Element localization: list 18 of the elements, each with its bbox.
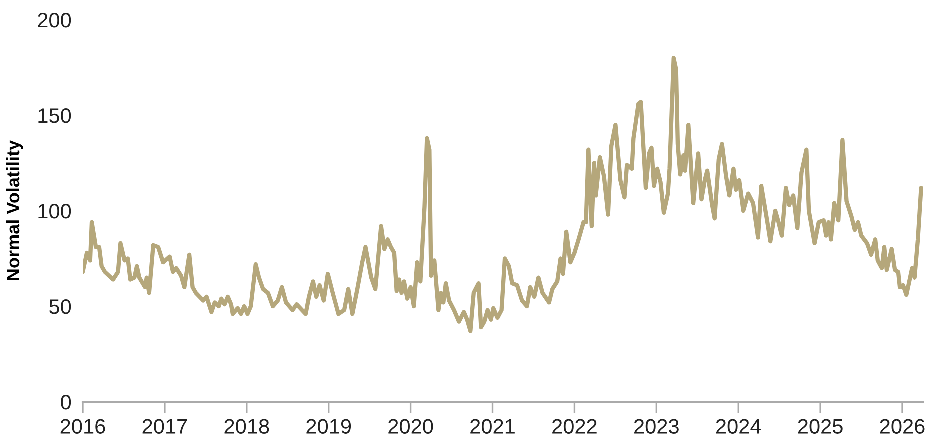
x-tick-label: 2023 [634,419,679,434]
y-tick-label: 100 [38,204,72,219]
x-tick-label: 2017 [142,419,188,434]
x-tick-label: 2026 [880,419,925,434]
line-series [83,56,923,334]
y-tick-label: 200 [38,13,72,28]
x-tick-label: 2024 [716,419,762,434]
x-tick-label: 2021 [470,419,515,434]
x-tick-label: 2020 [388,419,434,434]
y-tick-label: 50 [50,300,72,314]
x-tick-label: 2018 [224,419,270,434]
y-tick-label: 0 [61,395,72,410]
x-tick-label: 2019 [306,419,352,434]
y-axis-title: Normal Volatility [6,140,24,280]
x-tick-label: 2016 [60,419,106,434]
x-tick-label: 2025 [798,419,843,434]
y-tick-label: 150 [38,108,72,124]
x-tick-label: 2022 [552,419,597,434]
